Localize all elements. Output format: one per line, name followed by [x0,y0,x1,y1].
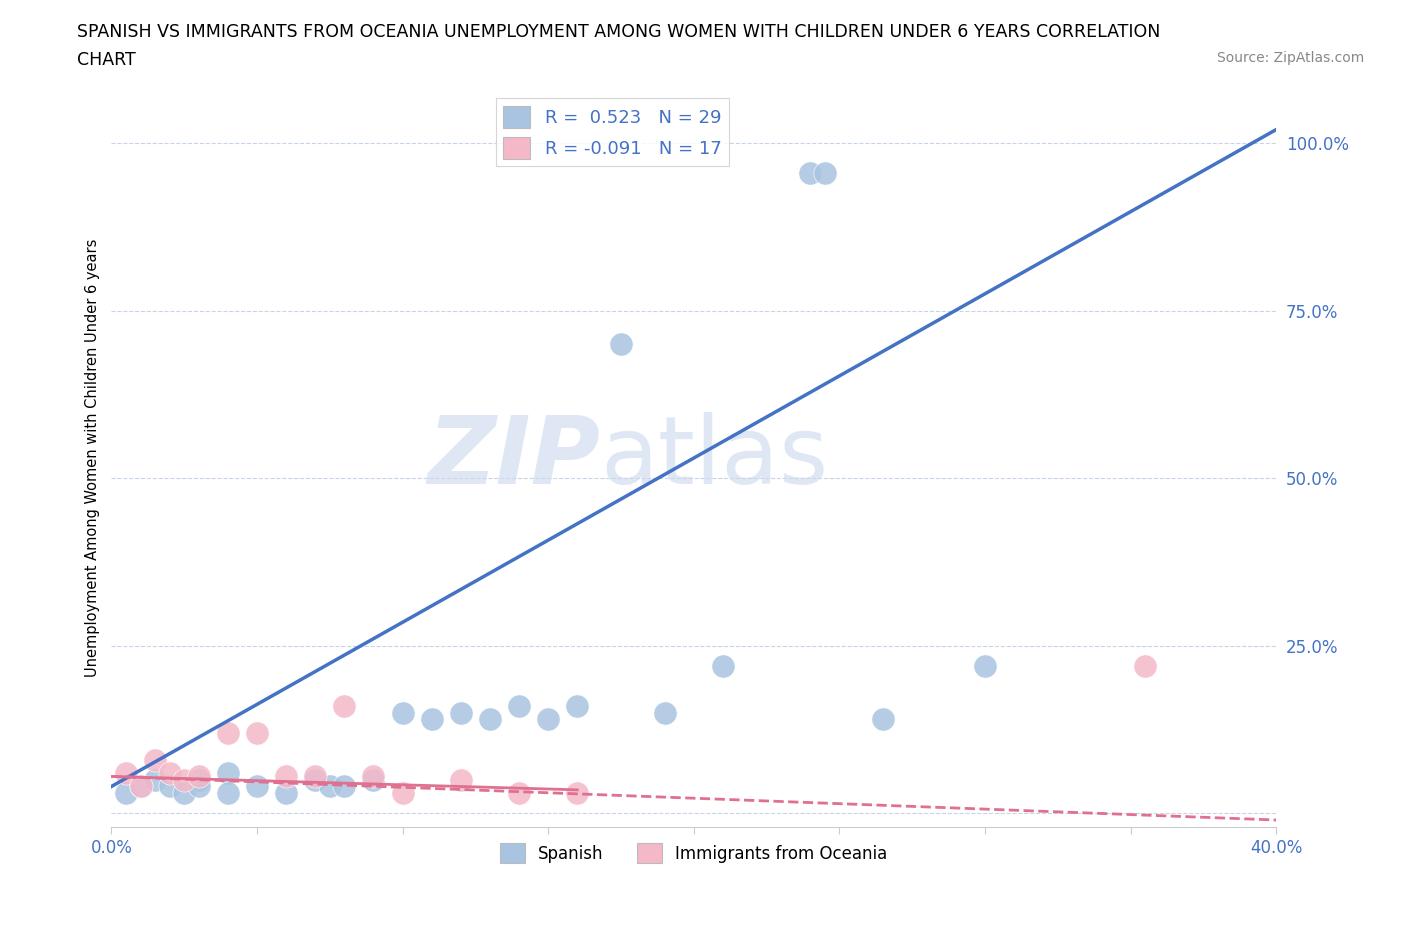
Point [711,658,734,673]
Point [478,712,501,727]
Legend: Spanish, Immigrants from Oceania: Spanish, Immigrants from Oceania [494,836,894,870]
Point [246,779,269,794]
Point [217,765,239,780]
Point [654,705,676,720]
Point [567,698,589,713]
Point [159,765,181,780]
Point [537,712,560,727]
Point [363,769,385,784]
Point [508,698,530,713]
Point [508,786,530,801]
Point [304,772,326,787]
Text: CHART: CHART [77,51,136,69]
Point [1133,658,1156,673]
Y-axis label: Unemployment Among Women with Children Under 6 years: Unemployment Among Women with Children U… [86,239,100,677]
Point [319,779,342,794]
Point [187,772,209,787]
Point [143,772,166,787]
Point [115,786,138,801]
Point [143,752,166,767]
Point [115,765,138,780]
Point [814,166,837,180]
Point [799,166,821,180]
Text: Source: ZipAtlas.com: Source: ZipAtlas.com [1216,51,1364,65]
Point [304,769,326,784]
Point [610,337,633,352]
Point [217,725,239,740]
Point [567,786,589,801]
Text: atlas: atlas [600,412,828,504]
Point [159,779,181,794]
Text: ZIP: ZIP [427,412,600,504]
Point [333,779,356,794]
Point [274,769,297,784]
Point [187,769,209,784]
Point [173,772,195,787]
Point [187,779,209,794]
Point [217,786,239,801]
Point [363,772,385,787]
Point [129,779,152,794]
Point [173,786,195,801]
Point [872,712,894,727]
Point [420,712,443,727]
Point [333,698,356,713]
Point [974,658,997,673]
Point [129,779,152,794]
Point [246,725,269,740]
Point [450,705,472,720]
Point [450,772,472,787]
Text: SPANISH VS IMMIGRANTS FROM OCEANIA UNEMPLOYMENT AMONG WOMEN WITH CHILDREN UNDER : SPANISH VS IMMIGRANTS FROM OCEANIA UNEMP… [77,23,1161,41]
Point [391,705,413,720]
Point [391,786,413,801]
Point [274,786,297,801]
